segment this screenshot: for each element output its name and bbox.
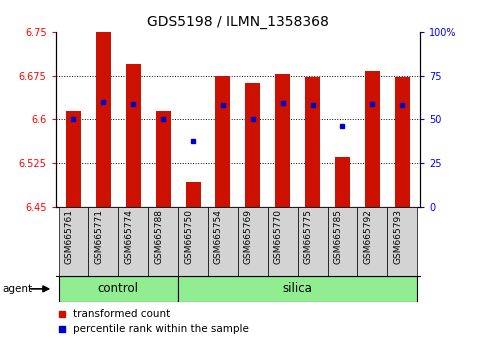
Bar bbox=[357, 207, 387, 276]
Bar bbox=[185, 182, 200, 207]
Text: GSM665754: GSM665754 bbox=[214, 209, 223, 264]
Text: GSM665774: GSM665774 bbox=[124, 209, 133, 264]
Bar bbox=[335, 158, 350, 207]
Text: GSM665793: GSM665793 bbox=[393, 209, 402, 264]
Bar bbox=[96, 32, 111, 207]
Bar bbox=[88, 207, 118, 276]
Bar bbox=[126, 64, 141, 207]
Text: agent: agent bbox=[2, 284, 32, 294]
Bar bbox=[387, 207, 417, 276]
Bar bbox=[178, 276, 417, 302]
Text: GSM665775: GSM665775 bbox=[304, 209, 313, 264]
Bar bbox=[245, 83, 260, 207]
Text: GSM665771: GSM665771 bbox=[94, 209, 103, 264]
Text: GSM665750: GSM665750 bbox=[184, 209, 193, 264]
Bar bbox=[305, 78, 320, 207]
Bar bbox=[268, 207, 298, 276]
Bar bbox=[215, 76, 230, 207]
Text: GSM665770: GSM665770 bbox=[274, 209, 283, 264]
Bar bbox=[327, 207, 357, 276]
Bar bbox=[66, 111, 81, 207]
Bar bbox=[118, 207, 148, 276]
Bar bbox=[298, 207, 327, 276]
Text: silica: silica bbox=[283, 282, 313, 295]
Bar bbox=[58, 276, 178, 302]
Bar bbox=[275, 74, 290, 207]
Bar bbox=[365, 71, 380, 207]
Bar bbox=[58, 207, 88, 276]
Bar bbox=[395, 78, 410, 207]
Text: GSM665761: GSM665761 bbox=[64, 209, 73, 264]
Bar bbox=[208, 207, 238, 276]
Text: percentile rank within the sample: percentile rank within the sample bbox=[72, 324, 248, 333]
Title: GDS5198 / ILMN_1358368: GDS5198 / ILMN_1358368 bbox=[147, 16, 329, 29]
Text: control: control bbox=[98, 282, 139, 295]
Text: GSM665785: GSM665785 bbox=[333, 209, 342, 264]
Bar bbox=[178, 207, 208, 276]
Bar bbox=[238, 207, 268, 276]
Text: GSM665792: GSM665792 bbox=[363, 209, 372, 264]
Text: transformed count: transformed count bbox=[72, 309, 170, 319]
Text: GSM665788: GSM665788 bbox=[154, 209, 163, 264]
Bar bbox=[148, 207, 178, 276]
Text: GSM665769: GSM665769 bbox=[244, 209, 253, 264]
Bar bbox=[156, 111, 170, 207]
